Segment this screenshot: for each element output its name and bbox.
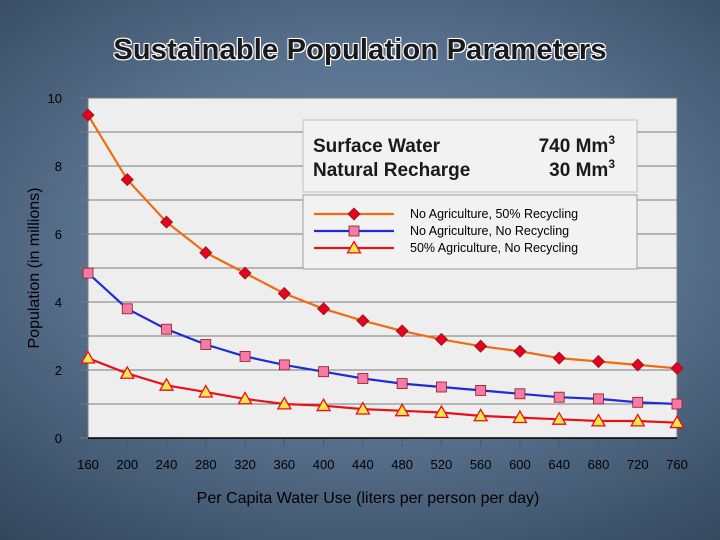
data-point [317, 302, 331, 316]
data-point [593, 393, 604, 405]
data-point [512, 409, 528, 424]
x-tick-label: 400 [313, 457, 335, 472]
x-tick-label: 200 [116, 457, 138, 472]
y-axis-ticks: 0 2 4 6 8 10 [48, 91, 62, 446]
data-point [631, 358, 645, 372]
data-point [591, 354, 606, 369]
legend-marker [348, 225, 360, 237]
series-line [87, 357, 678, 424]
data-point [632, 396, 644, 408]
data-point [356, 314, 370, 328]
legend-marker [346, 240, 362, 254]
legend: No Agriculture, 50% Recycling No Agricult… [302, 194, 638, 270]
data-point [82, 267, 94, 279]
data-point [238, 266, 252, 280]
data-point [514, 388, 526, 400]
data-point [513, 344, 527, 358]
legend-label: No Agriculture, 50% Recycling [410, 207, 578, 221]
data-point [474, 339, 488, 353]
legend-label: 50% Agriculture, No Recycling [410, 241, 578, 255]
data-point [81, 108, 95, 122]
y-tick-label: 10 [48, 91, 62, 106]
y-axis-title: Population (in millions) [26, 188, 43, 349]
data-point [198, 384, 214, 398]
data-point [159, 215, 174, 229]
series-line [87, 272, 678, 406]
x-tick-label: 520 [431, 457, 453, 472]
series-diamond [81, 108, 684, 375]
data-point [670, 361, 684, 375]
series-triangle [80, 350, 685, 429]
data-point [278, 359, 290, 371]
legend-marker [347, 207, 361, 221]
x-axis-title: Per Capita Water Use (liters per person … [197, 490, 540, 507]
x-tick-label: 640 [548, 457, 570, 472]
x-tick-label: 480 [391, 457, 413, 472]
data-point [434, 332, 448, 346]
x-tick-label: 440 [352, 457, 374, 472]
data-point [80, 350, 96, 364]
info-surface-water-value: 740 Mm3 [539, 133, 616, 157]
x-tick-label: 280 [195, 457, 217, 472]
y-tick-label: 4 [55, 295, 62, 310]
x-tick-label: 760 [666, 457, 688, 472]
data-point [669, 414, 685, 429]
x-tick-label: 160 [77, 457, 99, 472]
data-point [277, 286, 291, 301]
data-point [120, 173, 134, 187]
x-tick-label: 320 [234, 457, 256, 472]
info-natural-recharge-value: 30 Mm3 [549, 157, 615, 181]
data-point [394, 402, 410, 417]
data-point [199, 246, 213, 260]
x-tick-label: 560 [470, 457, 492, 472]
info-box: Surface Water 740 Mm3 Natural Recharge 3… [302, 119, 638, 193]
y-tick-label: 0 [55, 431, 62, 446]
info-surface-water-label: Surface Water [313, 136, 441, 157]
data-point [552, 351, 566, 365]
data-point [158, 377, 175, 391]
data-point [355, 401, 371, 415]
data-point [435, 381, 447, 393]
data-point [318, 366, 330, 378]
data-point [121, 303, 133, 315]
data-point [315, 397, 332, 412]
y-tick-label: 6 [55, 227, 62, 242]
data-point [475, 384, 487, 396]
info-natural-recharge-label: Natural Recharge [313, 160, 470, 181]
y-tick-label: 2 [55, 363, 62, 378]
data-point [161, 323, 172, 335]
legend-label: No Agriculture, No Recycling [410, 224, 569, 238]
series-square [82, 267, 683, 410]
data-point [396, 378, 408, 390]
data-point [119, 365, 135, 379]
data-point [239, 350, 251, 362]
info-box-background [302, 119, 638, 193]
data-point [237, 391, 253, 405]
x-tick-label: 680 [588, 457, 610, 472]
data-point [630, 413, 646, 427]
data-point [553, 391, 565, 403]
data-point [357, 373, 369, 384]
data-point [590, 413, 607, 427]
series-line [87, 114, 678, 370]
data-point [433, 404, 450, 419]
x-tick-label: 360 [273, 457, 295, 472]
x-axis-ticks: 160 200 240 280 320 360 400 440 480 520 560 600 640 6… [77, 438, 688, 472]
data-point [671, 398, 683, 410]
x-tick-label: 720 [627, 457, 649, 472]
data-point [551, 411, 567, 425]
x-tick-label: 600 [509, 457, 531, 472]
data-point [473, 408, 489, 422]
y-tick-label: 8 [55, 159, 62, 174]
chart-title: Sustainable Population Parameters [113, 34, 607, 66]
x-tick-label: 240 [156, 457, 178, 472]
data-point [395, 324, 409, 338]
data-series [80, 108, 685, 429]
data-point [200, 339, 212, 350]
data-point [276, 396, 292, 410]
